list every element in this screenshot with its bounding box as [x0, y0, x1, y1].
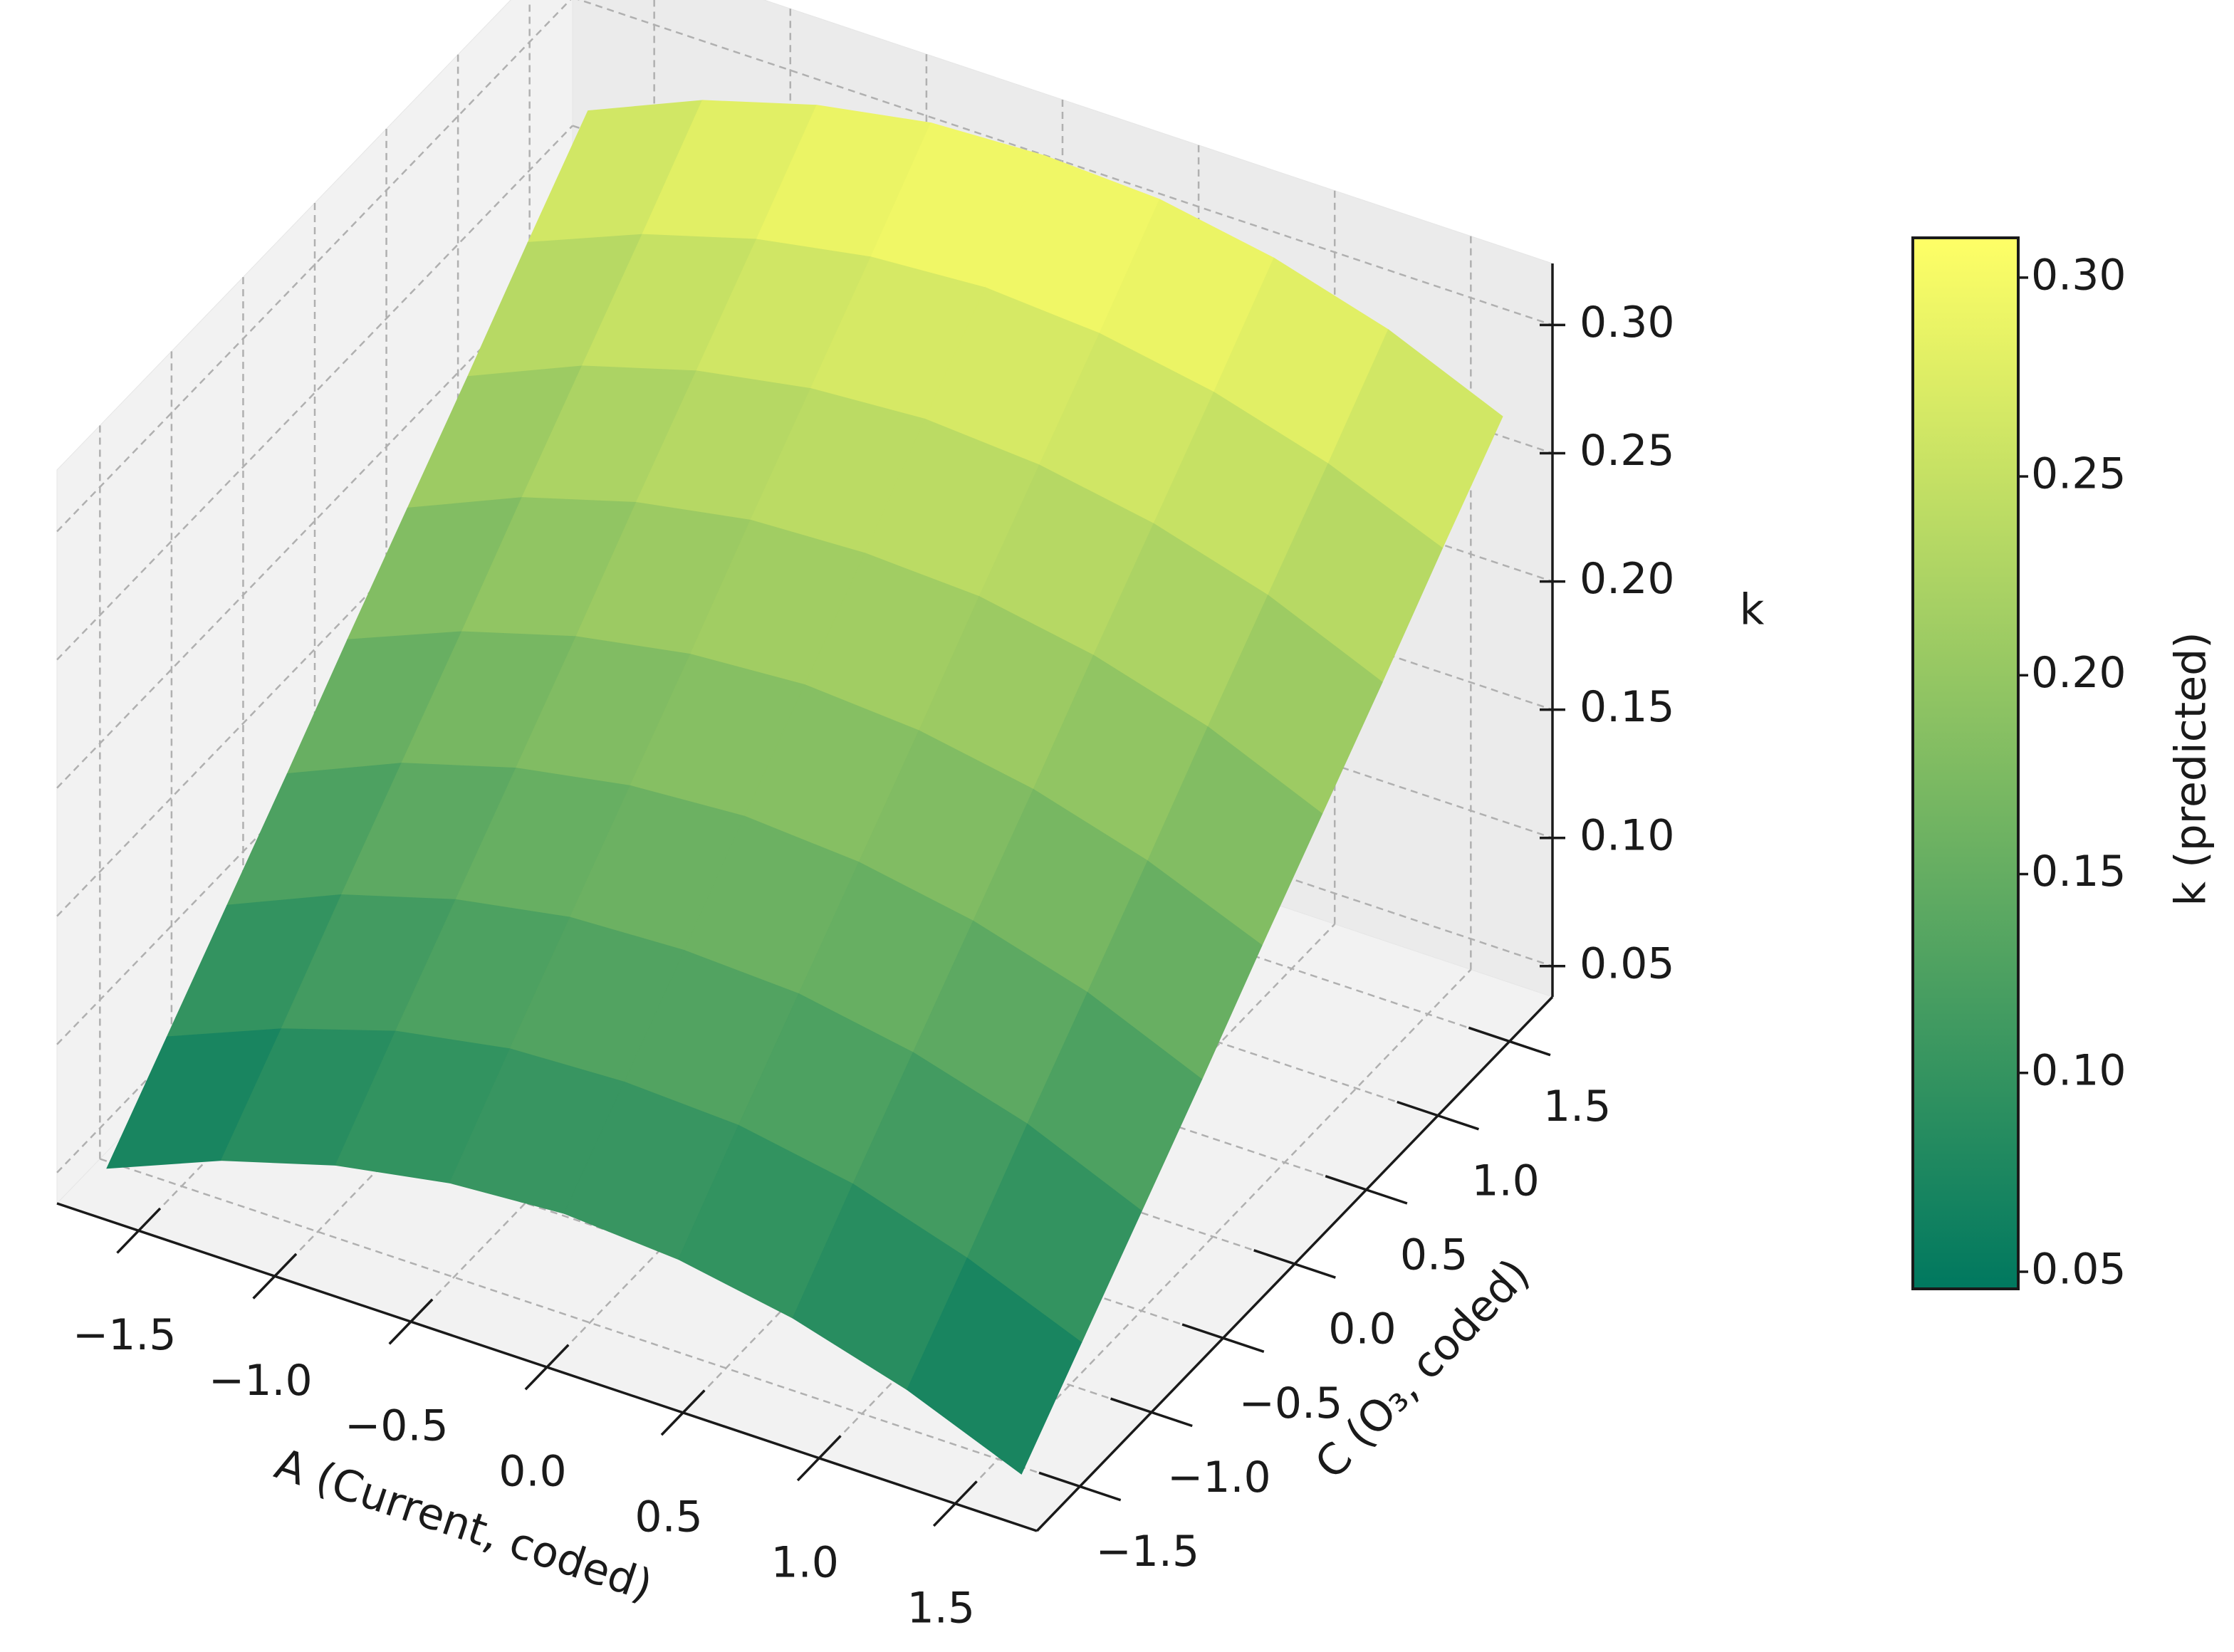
- colorbar-gradient: [1911, 236, 2020, 1290]
- x-tick: [796, 1435, 842, 1482]
- y-tick: [1397, 1100, 1479, 1131]
- x-tick: [524, 1344, 570, 1391]
- x-tick-label: 1.5: [907, 1583, 975, 1633]
- z-tick-label: 0.15: [1580, 682, 1675, 732]
- y-tick-label: −0.5: [1239, 1379, 1343, 1428]
- grid-line: [99, 1158, 1080, 1488]
- z-axis-label: k: [1740, 585, 1765, 635]
- grid-line: [56, 0, 572, 533]
- y-tick: [1110, 1397, 1193, 1428]
- y-tick-label: −1.0: [1167, 1453, 1271, 1502]
- x-tick: [388, 1298, 434, 1345]
- x-tick-label: −1.0: [209, 1356, 313, 1406]
- x-tick-label: 0.5: [635, 1492, 702, 1542]
- y-tick: [1181, 1323, 1265, 1353]
- surface-cell: [907, 1258, 1082, 1475]
- x-tick-label: −1.5: [73, 1310, 177, 1360]
- x-tick: [660, 1389, 706, 1436]
- x-tick-label: 0.0: [499, 1447, 566, 1497]
- colorbar-label: k (predicted): [2166, 632, 2216, 906]
- x-tick-label: 1.0: [771, 1537, 839, 1587]
- x-tick-label: −0.5: [345, 1401, 449, 1451]
- colorbar-tick-label: 0.20: [2031, 648, 2126, 698]
- z-tick-label: 0.25: [1580, 426, 1675, 476]
- y-tick-label: 1.5: [1543, 1082, 1611, 1131]
- y-tick-label: 1.0: [1471, 1156, 1539, 1206]
- colorbar: 0.05 0.10 0.15 0.20 0.25 0.30 k (predicted): [1911, 236, 2216, 1295]
- y-tick-label: 0.0: [1328, 1305, 1396, 1354]
- grid-line: [577, 0, 1553, 326]
- y-tick: [1325, 1175, 1408, 1205]
- colorbar-tick-label: 0.15: [2031, 847, 2126, 896]
- y-tick: [1038, 1471, 1122, 1502]
- y-axis-label: C (O₃, coded): [1305, 1249, 1539, 1488]
- z-tick-label: 0.10: [1580, 810, 1675, 860]
- x-tick: [116, 1207, 162, 1254]
- y-tick: [1468, 1026, 1551, 1057]
- x-tick: [252, 1253, 298, 1300]
- colorbar-tick-label: 0.30: [2031, 250, 2126, 300]
- plot-3d: −1.5−1.0−0.50.00.51.01.5−1.5−1.0−0.50.00…: [56, 0, 1765, 1633]
- z-tick-label: 0.05: [1580, 939, 1675, 988]
- y-tick-label: −1.5: [1095, 1527, 1199, 1577]
- z-tick-label: 0.20: [1580, 554, 1675, 604]
- z-tick-label: 0.30: [1580, 298, 1675, 347]
- colorbar-tick-label: 0.25: [2031, 449, 2126, 499]
- y-tick-label: 0.5: [1400, 1230, 1468, 1280]
- grid-line: [56, 125, 573, 661]
- x-tick: [932, 1480, 978, 1527]
- colorbar-tick-label: 0.10: [2031, 1045, 2126, 1095]
- y-tick: [1253, 1249, 1336, 1279]
- x-axis-label: A (Current, coded): [269, 1439, 659, 1611]
- colorbar-tick-label: 0.05: [2031, 1245, 2126, 1295]
